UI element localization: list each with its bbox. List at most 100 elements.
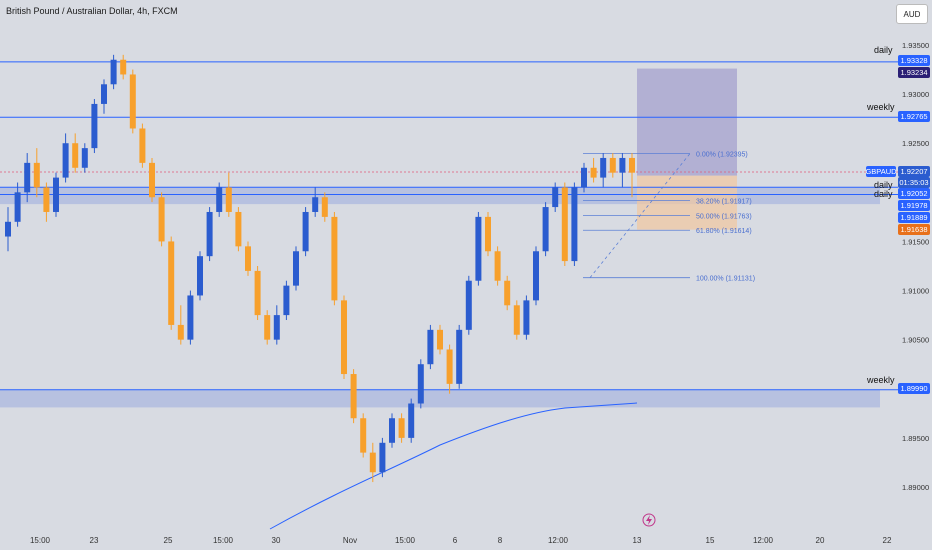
price-badge-weekly-top: 1.92765 bbox=[898, 111, 930, 122]
fib-label-4: 100.00% (1.91131) bbox=[696, 276, 755, 283]
candle-body bbox=[302, 211, 309, 252]
x-tick-label: 20 bbox=[816, 536, 825, 545]
candle-body bbox=[53, 177, 59, 212]
candle-body bbox=[369, 452, 376, 473]
y-tick-label: 1.91500 bbox=[902, 237, 929, 246]
weekly-support-zone bbox=[0, 389, 880, 408]
x-tick-label: 6 bbox=[453, 536, 458, 545]
candle-body bbox=[552, 187, 559, 208]
y-tick-label: 1.93500 bbox=[902, 41, 929, 50]
candle-body bbox=[542, 207, 549, 252]
candle-body bbox=[437, 329, 443, 350]
candle-body bbox=[321, 197, 328, 217]
candle-body bbox=[312, 197, 319, 212]
candle-body bbox=[408, 403, 415, 438]
price-badge-stop: 1.91638 bbox=[898, 224, 930, 235]
candle-body bbox=[264, 315, 271, 340]
candle-body bbox=[283, 285, 290, 316]
candle-body bbox=[149, 162, 155, 198]
y-tick-label: 1.91000 bbox=[902, 287, 929, 296]
y-tick-label: 1.89000 bbox=[902, 483, 929, 492]
y-tick-label: 1.89500 bbox=[902, 434, 929, 443]
fib-label-0: 0.00% (1.92395) bbox=[696, 152, 748, 159]
candle-body bbox=[331, 216, 338, 301]
level-label-daily-mid1: daily bbox=[874, 180, 893, 190]
candle-body bbox=[523, 300, 530, 335]
level-label-weekly-top: weekly bbox=[867, 102, 895, 112]
price-badge-daily-mid2: 1.91978 bbox=[898, 200, 930, 211]
candle-body bbox=[254, 270, 261, 316]
candle-body bbox=[62, 143, 69, 178]
candle-body bbox=[533, 251, 539, 301]
lightning-bolt bbox=[646, 515, 652, 525]
fib-label-1: 38.20% (1.91917) bbox=[696, 198, 752, 205]
candle-body bbox=[360, 418, 367, 453]
y-tick-label: 1.90500 bbox=[902, 336, 929, 345]
level-label-weekly-bottom: weekly bbox=[867, 375, 895, 385]
x-tick-label: 13 bbox=[633, 536, 642, 545]
candle-body bbox=[120, 59, 127, 75]
candle-body bbox=[590, 167, 597, 178]
x-tick-label: 12:00 bbox=[753, 536, 774, 545]
x-tick-label: Nov bbox=[343, 536, 357, 545]
candle-body bbox=[129, 74, 136, 129]
x-tick-label: 15:00 bbox=[30, 536, 51, 545]
x-tick-label: 8 bbox=[498, 536, 503, 545]
candle-body bbox=[475, 216, 482, 281]
candle-body bbox=[427, 329, 434, 365]
candle-body bbox=[168, 241, 175, 325]
candle-body bbox=[216, 187, 223, 212]
level-label-daily-mid2: daily bbox=[874, 189, 893, 199]
candle-body bbox=[504, 280, 511, 306]
y-tick-label: 1.93000 bbox=[902, 90, 929, 99]
candle-body bbox=[273, 315, 280, 340]
candle-body bbox=[513, 305, 520, 335]
candle-body bbox=[72, 143, 79, 168]
candle-body bbox=[561, 187, 568, 262]
candle-body bbox=[245, 246, 251, 271]
last-price-badge: 1.92207 bbox=[898, 166, 930, 177]
candle-body bbox=[5, 221, 11, 237]
candle-body bbox=[158, 197, 165, 242]
x-tick-label: 23 bbox=[90, 536, 99, 545]
candle-body bbox=[197, 256, 203, 296]
candle-body bbox=[24, 162, 31, 193]
candle-body bbox=[571, 187, 578, 262]
candle-body bbox=[456, 329, 463, 384]
candle-body bbox=[494, 251, 501, 281]
target-zone bbox=[637, 68, 737, 176]
candle-body bbox=[235, 211, 242, 247]
level-label-daily-top: daily bbox=[874, 45, 893, 55]
candle-body bbox=[465, 280, 472, 330]
stop-zone bbox=[637, 175, 737, 230]
candle-body bbox=[101, 84, 107, 104]
candle-body bbox=[389, 418, 395, 443]
candle-body bbox=[187, 295, 194, 340]
currency-button[interactable]: AUD bbox=[896, 4, 928, 24]
y-tick-label: 1.92500 bbox=[902, 139, 929, 148]
x-tick-label: 15:00 bbox=[395, 536, 416, 545]
lightning-icon bbox=[642, 513, 656, 527]
x-tick-label: 12:00 bbox=[548, 536, 569, 545]
candle-body bbox=[139, 128, 146, 163]
fib-label-3: 61.80% (1.91614) bbox=[696, 228, 752, 235]
candle-body bbox=[341, 300, 347, 375]
candle-body bbox=[600, 157, 607, 178]
candle-body bbox=[293, 251, 299, 286]
chart-title: British Pound / Australian Dollar, 4h, F… bbox=[6, 6, 178, 16]
candle-body bbox=[629, 157, 635, 173]
price-badge-entry: 1.91889 bbox=[898, 212, 930, 223]
price-badge-weekly-bottom: 1.89990 bbox=[898, 383, 930, 394]
candle-body bbox=[206, 211, 213, 257]
candle-body bbox=[619, 157, 626, 173]
fib-trend-line bbox=[589, 153, 691, 278]
price-badge-target: 1.93234 bbox=[898, 67, 930, 78]
candle-body bbox=[609, 157, 616, 173]
candle-body bbox=[417, 364, 424, 404]
candle-body bbox=[581, 167, 587, 188]
candle-body bbox=[33, 162, 40, 188]
x-tick-label: 15 bbox=[706, 536, 715, 545]
candle-body bbox=[446, 349, 453, 384]
fib-label-2: 50.00% (1.91763) bbox=[696, 214, 752, 221]
